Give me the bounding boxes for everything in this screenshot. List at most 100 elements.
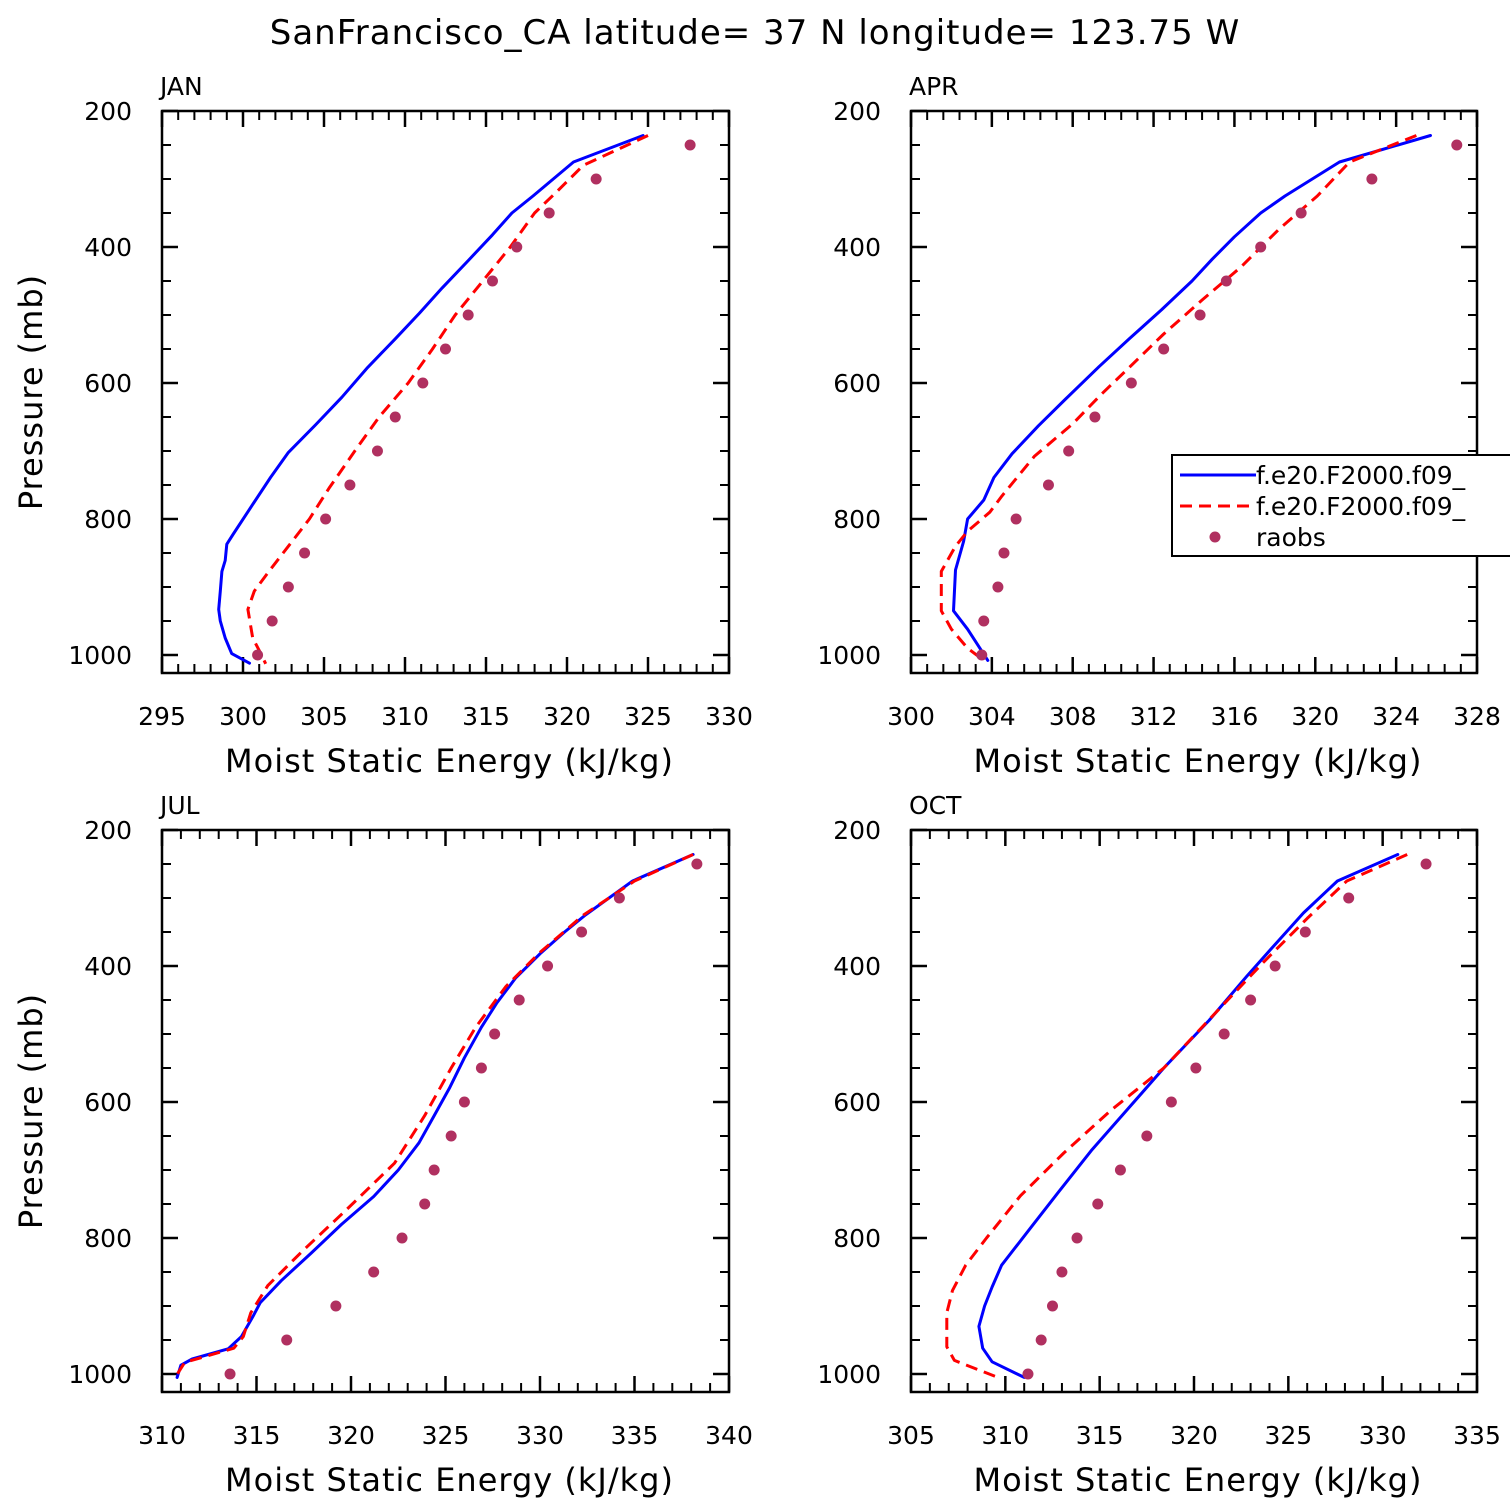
raobs-point <box>978 615 990 627</box>
raobs-point <box>1165 1096 1177 1108</box>
y-tick-label: 1000 <box>817 641 881 670</box>
y-tick-label: 600 <box>833 1088 881 1117</box>
x-tick-label: 310 <box>381 702 429 731</box>
x-tick-label: 324 <box>1372 702 1420 731</box>
raobs-point <box>417 377 429 389</box>
dashed-model-line <box>173 853 694 1379</box>
raobs-point <box>691 858 703 870</box>
x-tick-label: 335 <box>611 1421 659 1450</box>
x-tick-label: 295 <box>138 702 186 731</box>
x-tick-label: 325 <box>624 702 672 731</box>
raobs-point <box>1295 207 1307 219</box>
raobs-point <box>1420 858 1432 870</box>
chart-panel-oct: OCT 305 310 315 320 325 330 335 200 400 600 800 1000… <box>817 791 1500 1499</box>
x-tick-label: 325 <box>422 1421 470 1450</box>
y-tick-label: 200 <box>833 97 881 126</box>
raobs-point <box>282 581 294 593</box>
y-tick-label: 1000 <box>68 1360 132 1389</box>
raobs-point <box>458 1096 470 1108</box>
y-axis-title: Pressure (mb) <box>12 274 50 510</box>
raobs-point <box>252 649 264 661</box>
y-tick-label: 200 <box>84 97 132 126</box>
x-tick-label: 320 <box>1291 702 1339 731</box>
raobs-point <box>486 275 498 287</box>
raobs-point <box>1114 1164 1126 1176</box>
raobs-point <box>1035 1334 1047 1346</box>
x-tick-label: 310 <box>138 1421 186 1450</box>
raobs-point <box>396 1232 408 1244</box>
raobs-point <box>1141 1130 1153 1142</box>
x-tick-label: 325 <box>1264 1421 1312 1450</box>
raobs-point <box>1063 445 1075 457</box>
legend-label: raobs <box>1256 523 1326 552</box>
raobs-point <box>684 139 696 151</box>
raobs-point <box>513 994 525 1006</box>
x-tick-label: 330 <box>705 702 753 731</box>
panel-label-oct: OCT <box>909 791 962 820</box>
raobs-point <box>440 343 451 355</box>
x-axis-title: Moist Static Energy (kJ/kg) <box>974 1461 1423 1499</box>
raobs-point <box>1220 275 1232 287</box>
x-tick-label: 315 <box>1076 1421 1124 1450</box>
panel-label-jan: JAN <box>158 72 203 101</box>
raobs-point <box>224 1368 236 1380</box>
x-tick-label: 308 <box>1049 702 1097 731</box>
y-tick-label: 400 <box>833 233 881 262</box>
x-tick-label: 328 <box>1453 702 1501 731</box>
legend: f.e20.F2000.f09_f.e20.F2000.f09_raobs <box>1171 454 1510 557</box>
x-tick-label: 300 <box>219 702 267 731</box>
y-tick-label: 400 <box>833 952 881 981</box>
raobs-point <box>1071 1232 1083 1244</box>
raobs-point <box>1125 377 1137 389</box>
raobs-point <box>1343 892 1355 904</box>
x-tick-label: 300 <box>887 702 935 731</box>
raobs-point <box>299 547 311 559</box>
raobs-point <box>1194 309 1206 321</box>
raobs-point <box>419 1198 431 1210</box>
y-tick-label: 800 <box>84 505 132 534</box>
raobs-point <box>475 1062 487 1074</box>
x-tick-label: 320 <box>543 702 591 731</box>
chart-panel-jan: JAN 295 300 305 310 315 320 325 330 200 400 600 800 1… <box>12 72 753 780</box>
y-tick-label: 400 <box>84 233 132 262</box>
y-tick-label: 800 <box>84 1224 132 1253</box>
solid-model-line <box>175 853 695 1379</box>
dashed-model-line <box>945 853 1408 1379</box>
raobs-point <box>1366 173 1378 185</box>
raobs-point <box>613 892 625 904</box>
raobs-point <box>1299 926 1311 938</box>
raobs-point <box>371 445 383 457</box>
x-tick-label: 315 <box>233 1421 281 1450</box>
figure-title: SanFrancisco_CA latitude= 37 N longitude… <box>270 13 1241 53</box>
raobs-point <box>368 1266 380 1278</box>
x-tick-label: 315 <box>462 702 510 731</box>
x-tick-label: 330 <box>516 1421 564 1450</box>
raobs-point <box>511 241 523 253</box>
x-tick-label: 330 <box>1359 1421 1407 1450</box>
y-tick-label: 600 <box>84 1088 132 1117</box>
raobs-point <box>1255 241 1267 253</box>
chart-panel-apr: APR 300 304 308 312 316 320 324 328 200 400 600 800 1… <box>817 72 1510 780</box>
legend-label: f.e20.F2000.f09_ <box>1256 492 1466 521</box>
raobs-point <box>330 1300 342 1312</box>
raobs-point <box>489 1028 501 1040</box>
dashed-model-line <box>246 134 649 665</box>
raobs-point <box>1158 343 1170 355</box>
raobs-point <box>445 1130 457 1142</box>
raobs-point <box>462 309 474 321</box>
x-tick-label: 340 <box>705 1421 753 1450</box>
plot-frame <box>909 828 1479 1394</box>
x-tick-label: 304 <box>968 702 1016 731</box>
plot-frame <box>160 828 731 1394</box>
raobs-point <box>281 1334 293 1346</box>
raobs-point <box>576 926 588 938</box>
panel-label-jul: JUL <box>158 791 200 820</box>
x-axis-title: Moist Static Energy (kJ/kg) <box>225 742 674 780</box>
raobs-point <box>1022 1368 1034 1380</box>
legend-label: f.e20.F2000.f09_ <box>1256 461 1466 490</box>
raobs-point <box>543 207 555 219</box>
y-axis-title: Pressure (mb) <box>12 993 50 1229</box>
raobs-point <box>542 960 554 972</box>
solid-model-line <box>217 134 645 665</box>
raobs-point <box>992 581 1004 593</box>
